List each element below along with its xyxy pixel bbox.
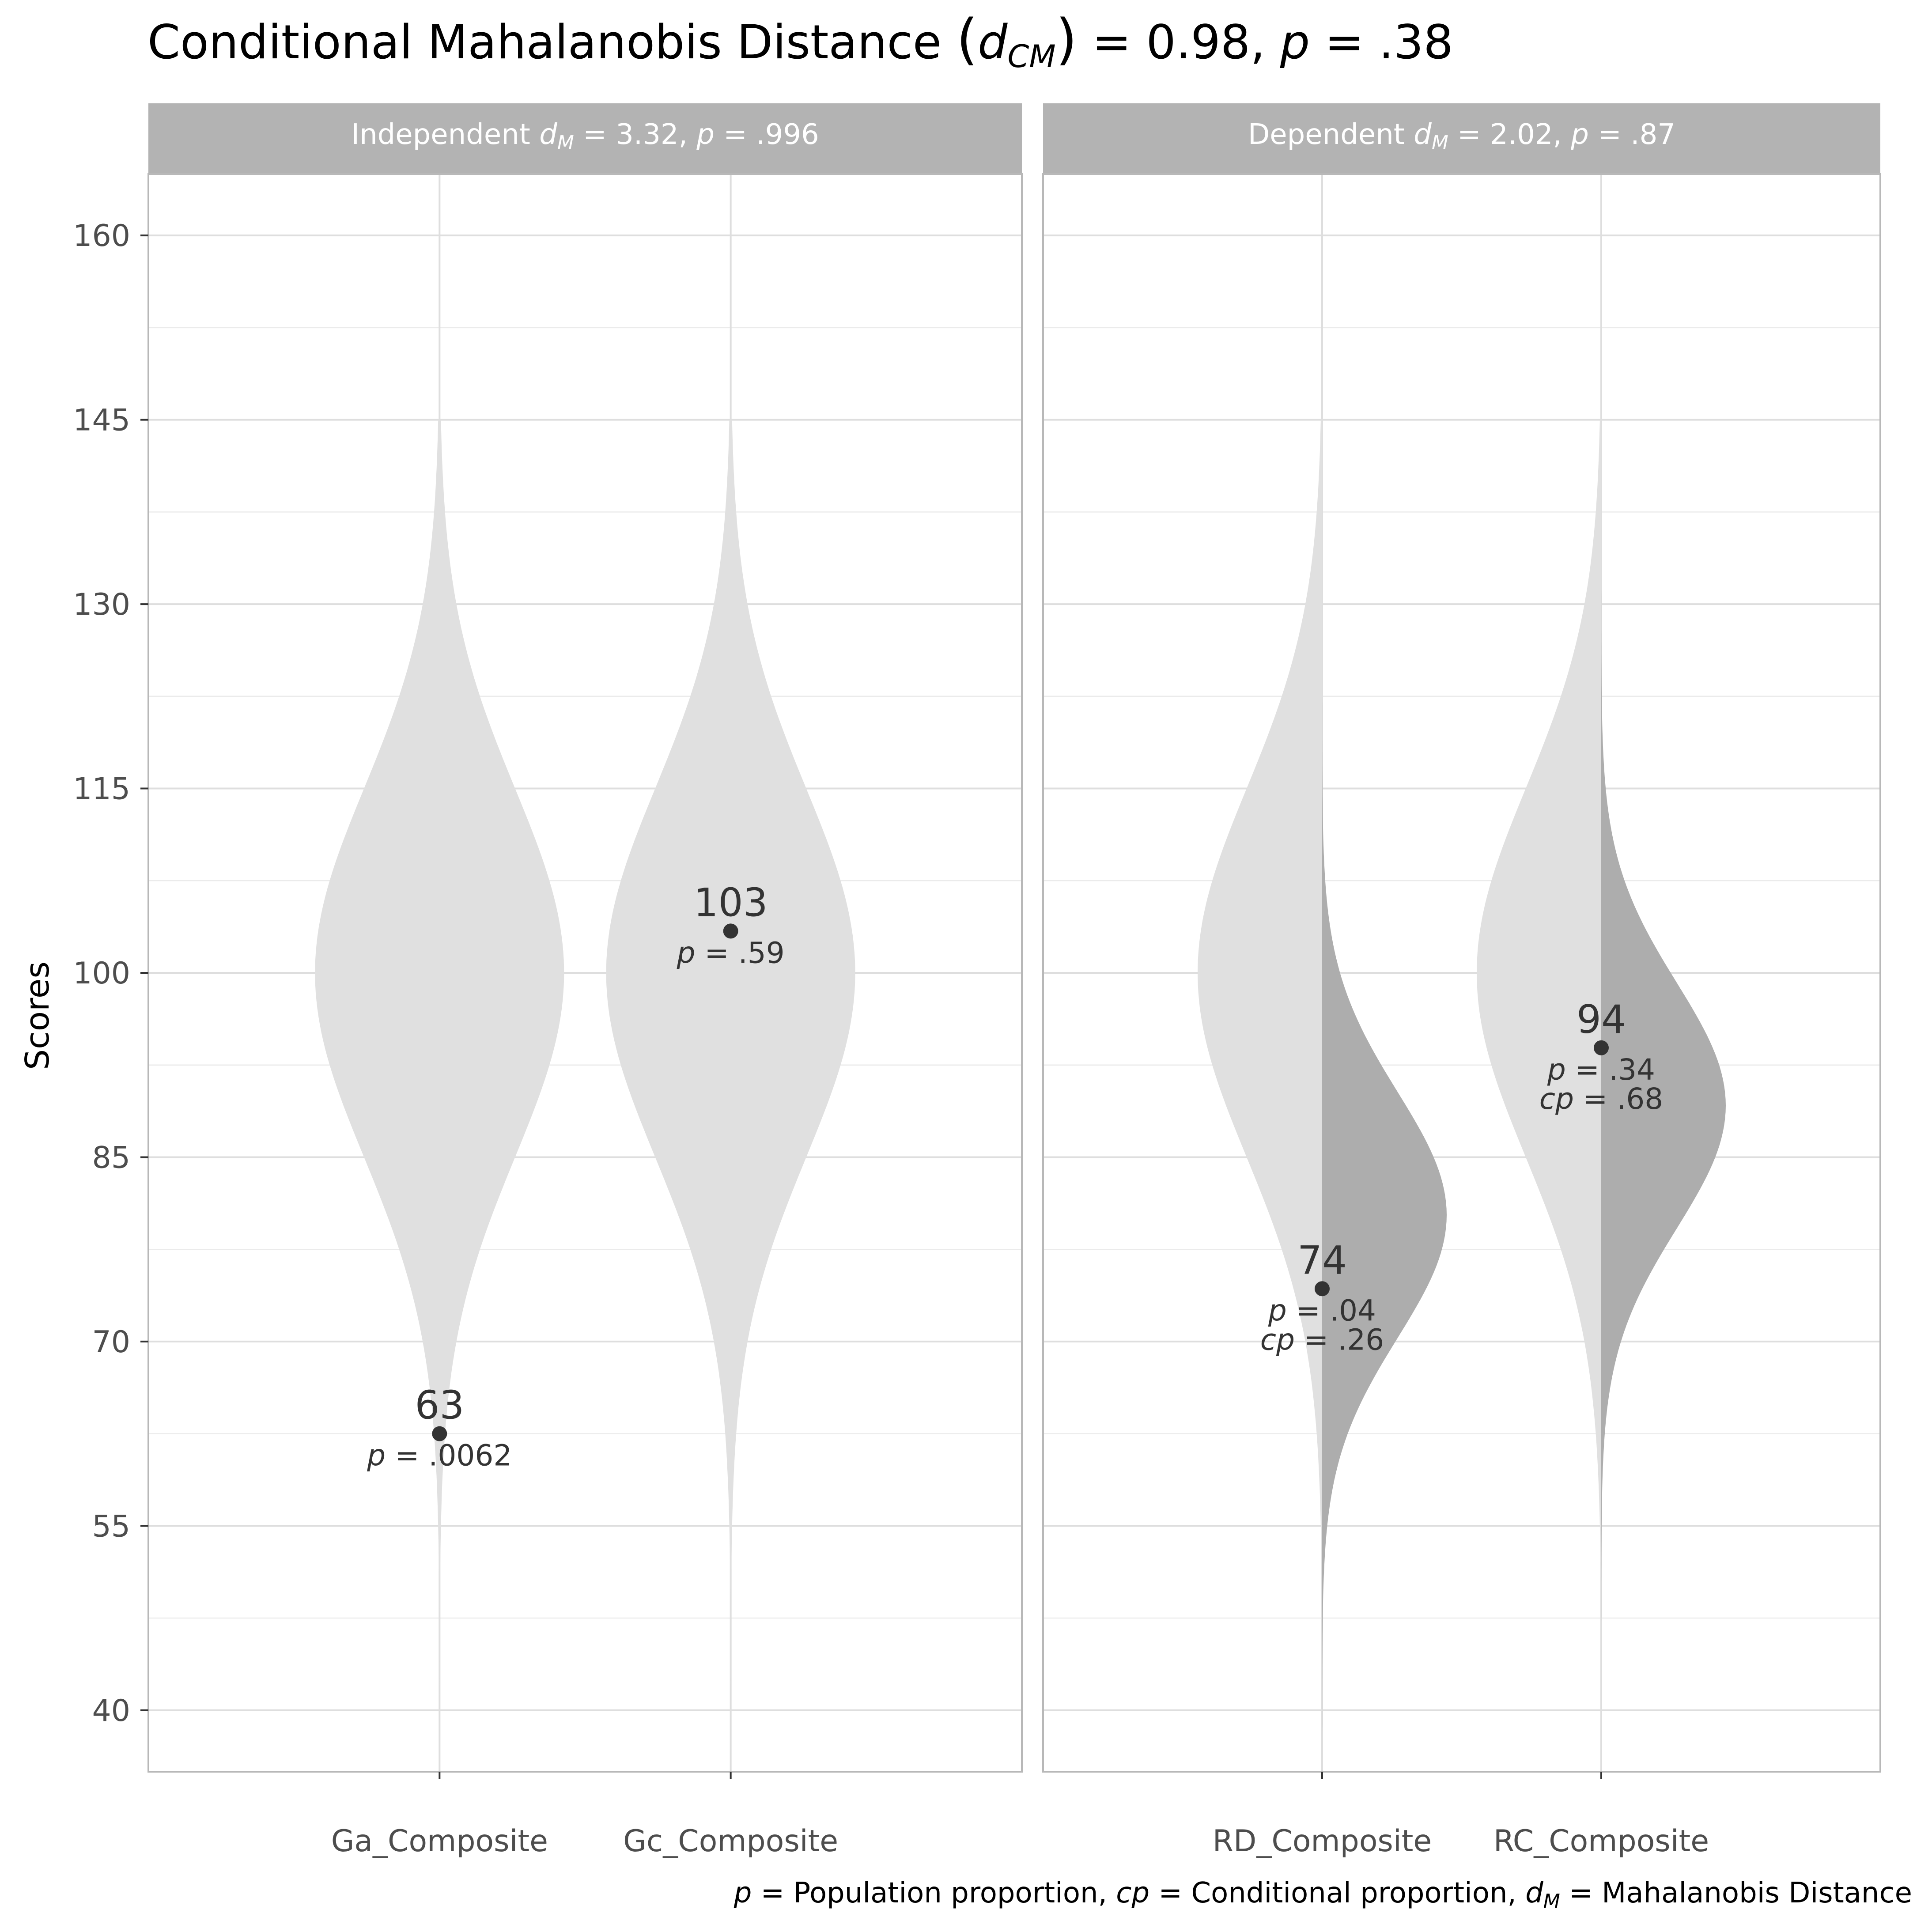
score-point-Ga_Composite bbox=[432, 1426, 447, 1441]
population-violin-RD_Composite bbox=[1198, 420, 1322, 1710]
strip-independent bbox=[148, 103, 1022, 174]
x-axis-ticks: Ga_Composite Gc_Composite RD_Composite RC_C… bbox=[331, 1772, 1709, 1859]
chart-caption: p = Population proportion, cp = Conditio… bbox=[733, 1877, 1912, 1913]
score-point-Gc_Composite bbox=[723, 923, 738, 939]
y-tick-label: 55 bbox=[92, 1509, 130, 1544]
cp-label-RD_Composite: cp = .26 bbox=[1260, 1323, 1384, 1357]
panel-independent: 63 p = .0062 103 p = .59 bbox=[147, 173, 1023, 1773]
score-point-RC_Composite bbox=[1594, 1040, 1609, 1055]
conditional-violin-RD_Composite bbox=[1322, 699, 1447, 1732]
cp-label-RC_Composite: cp = .68 bbox=[1539, 1082, 1663, 1116]
strip-dependent bbox=[1043, 103, 1880, 174]
y-tick-label: 115 bbox=[73, 772, 130, 807]
y-tick-label: 130 bbox=[73, 587, 130, 622]
y-tick-label: 160 bbox=[73, 219, 130, 253]
strip-label-dependent: Dependent dM = 2.02, p = .87 bbox=[1248, 118, 1675, 154]
population-violin-RC_Composite bbox=[1477, 420, 1601, 1710]
score-label-Gc_Composite: 103 bbox=[694, 880, 768, 925]
p-label-RC_Composite: p = .34 bbox=[1547, 1053, 1655, 1087]
strip-label-independent: Independent dM = 3.32, p = .996 bbox=[351, 118, 819, 154]
p-label-RD_Composite: p = .04 bbox=[1268, 1293, 1376, 1327]
y-tick-label: 70 bbox=[92, 1325, 130, 1360]
conditional-violin-RC_Composite bbox=[1601, 589, 1726, 1622]
x-tick-label-Gc_Composite: Gc_Composite bbox=[623, 1824, 838, 1859]
x-tick-label-Ga_Composite: Ga_Composite bbox=[331, 1824, 548, 1859]
chart-title: Conditional Mahalanobis Distance (dCM) =… bbox=[147, 8, 1453, 75]
population-violin-Ga_Composite bbox=[315, 420, 564, 1710]
score-label-RD_Composite: 74 bbox=[1297, 1237, 1347, 1283]
p-label-Gc_Composite: p = .59 bbox=[677, 936, 785, 970]
y-tick-label: 145 bbox=[73, 403, 130, 438]
y-axis-ticks: 40 55 70 85 100 115 130 145 160 bbox=[73, 219, 148, 1728]
y-tick-label: 100 bbox=[73, 956, 130, 991]
population-violin-Gc_Composite bbox=[606, 420, 855, 1710]
y-tick-label: 40 bbox=[92, 1694, 130, 1728]
panel-border bbox=[1042, 173, 1881, 1773]
y-tick-label: 85 bbox=[92, 1140, 130, 1175]
y-axis-label: Scores bbox=[19, 961, 57, 1070]
score-point-RD_Composite bbox=[1315, 1281, 1330, 1297]
score-label-RC_Composite: 94 bbox=[1577, 997, 1626, 1042]
score-label-Ga_Composite: 63 bbox=[415, 1383, 464, 1428]
p-label-Ga_Composite: p = .0062 bbox=[367, 1439, 512, 1473]
x-tick-label-RC_Composite: RC_Composite bbox=[1493, 1824, 1709, 1859]
x-tick-label-RD_Composite: RD_Composite bbox=[1213, 1824, 1432, 1859]
